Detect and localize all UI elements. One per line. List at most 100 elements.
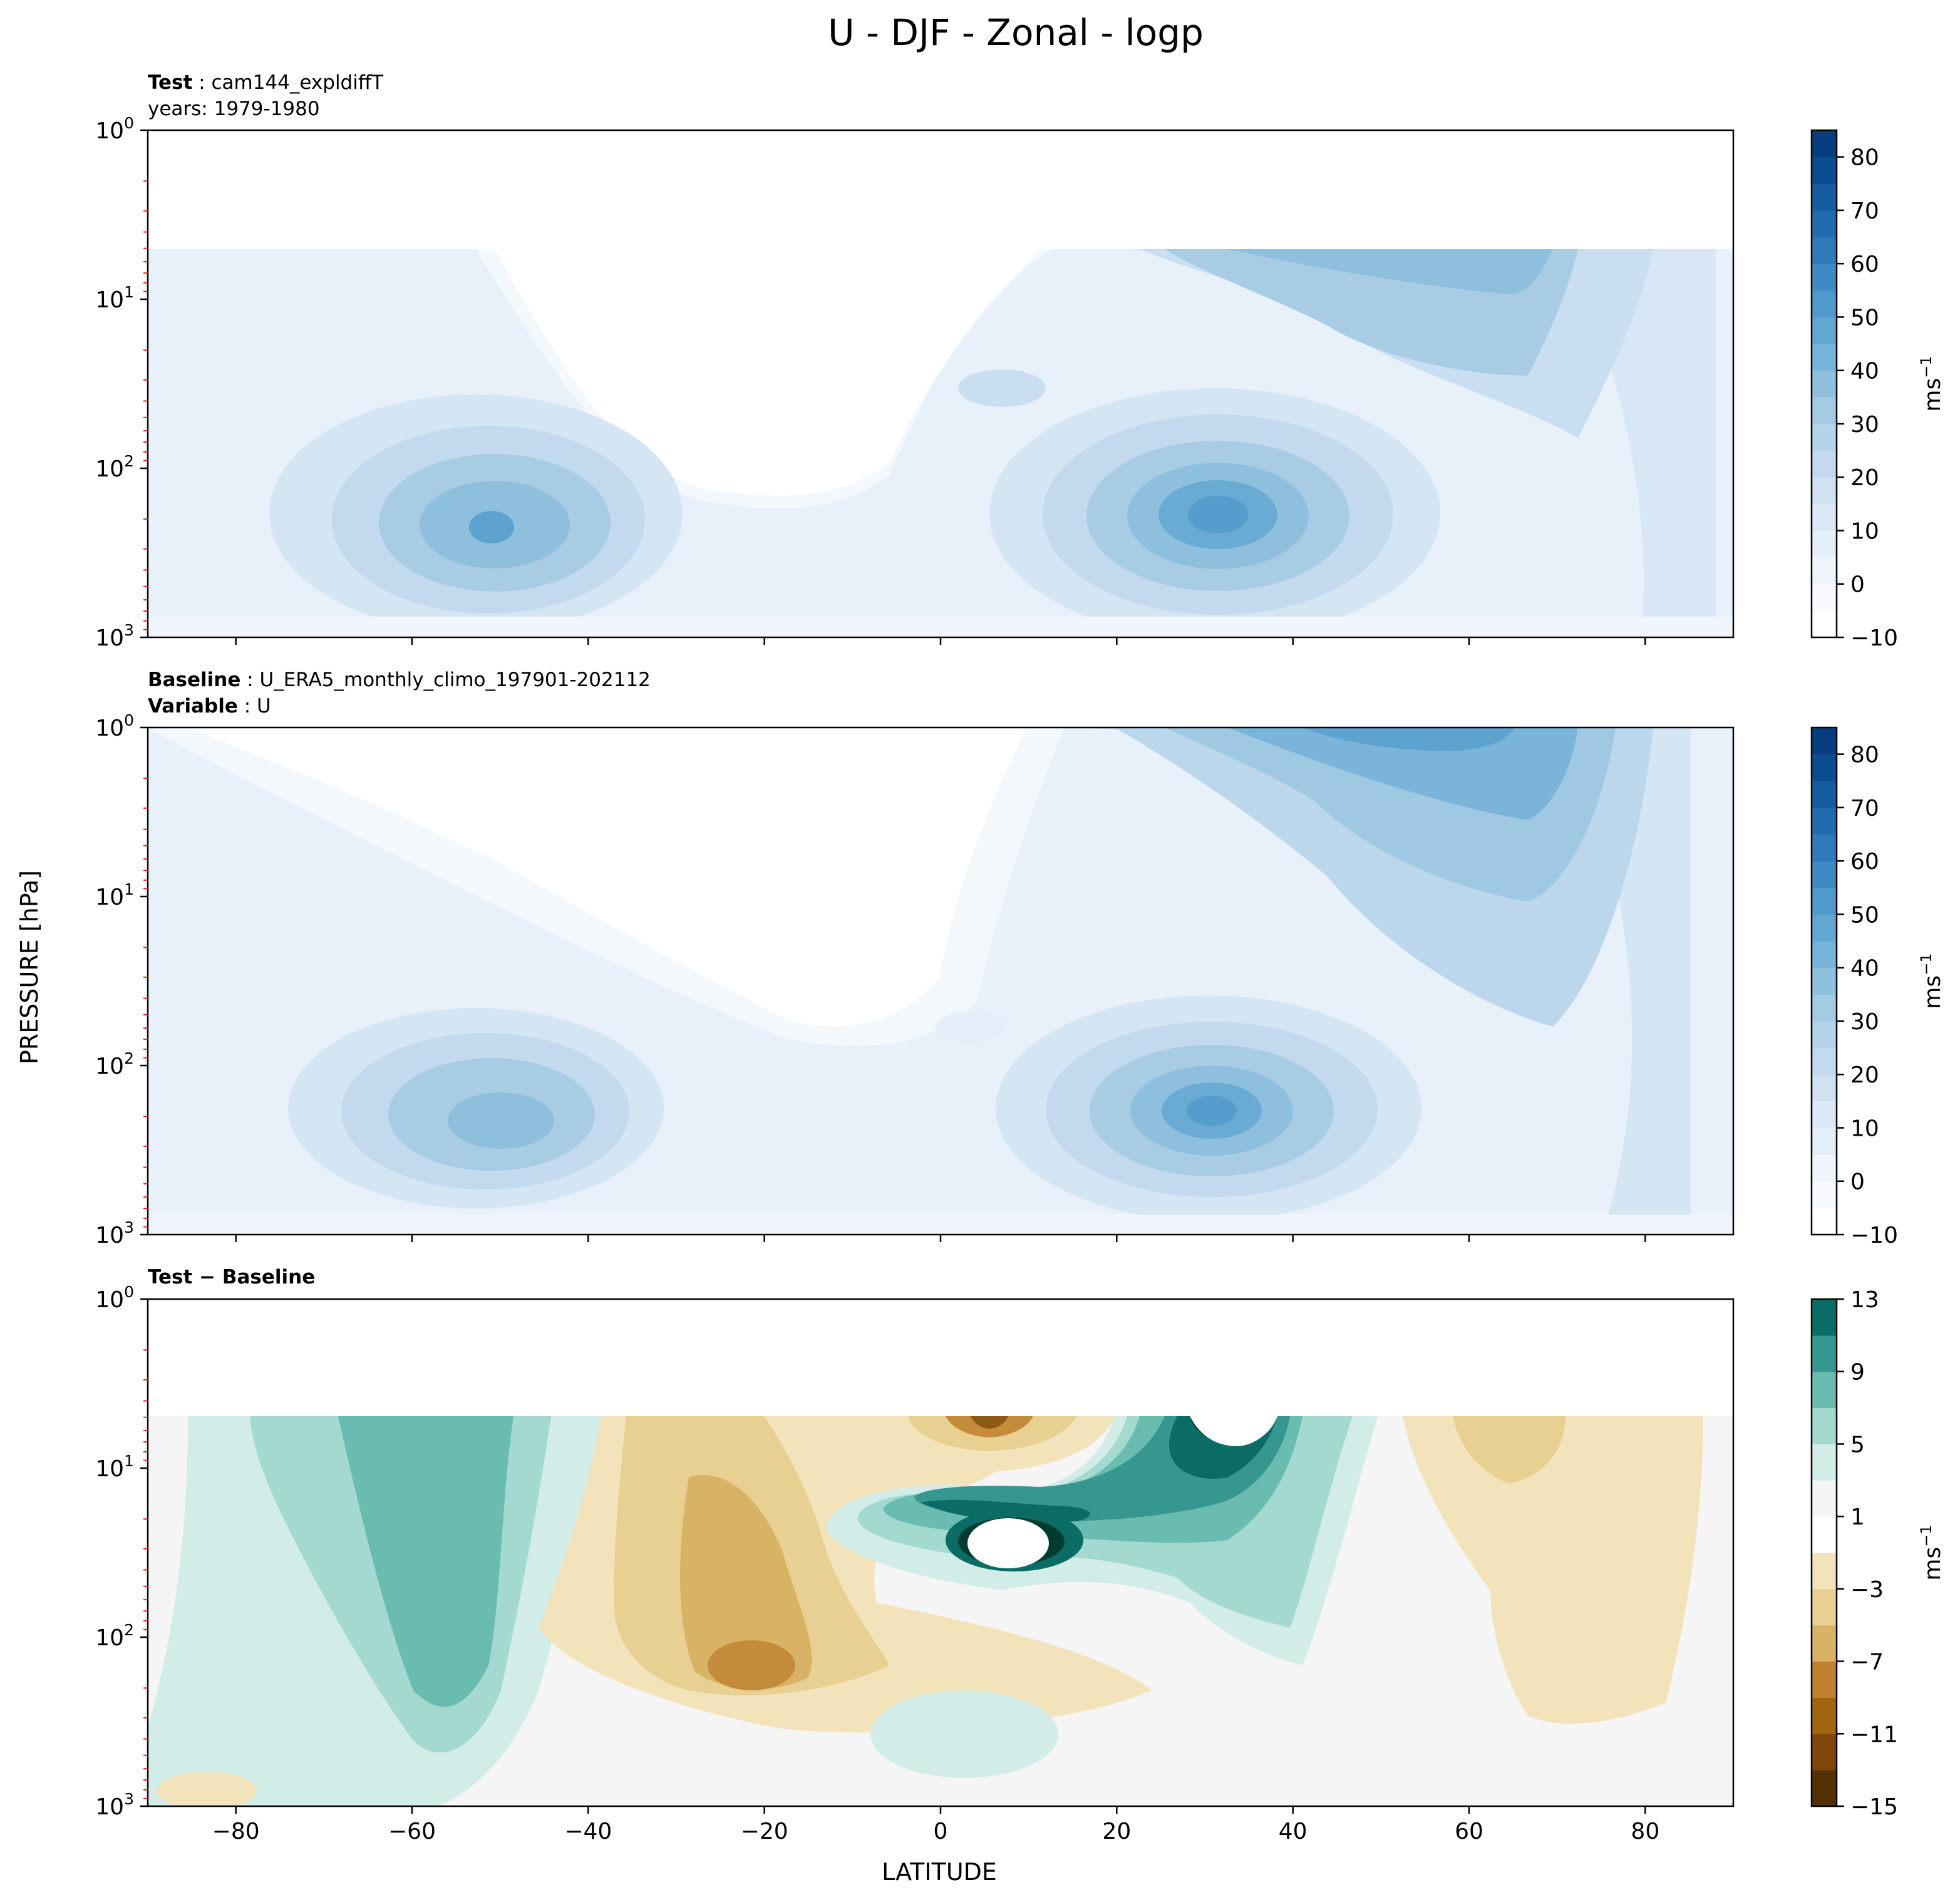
contour-band [936,1011,1005,1042]
colorbar-segment [1812,781,1837,808]
contour-band [157,1772,257,1806]
colorbar-tick-label: −10 [1850,1223,1898,1248]
contour-band [338,1416,513,1707]
colorbar-frame [1810,129,1838,639]
contour-band [1188,496,1248,533]
colorbar-tick-label: 60 [1850,252,1879,277]
y-tick-label: 102 [95,1621,134,1651]
y-tick-label: 100 [95,114,134,144]
colorbar-segment [1812,1480,1837,1517]
panel-baseline-variable-bold: Variable [148,695,238,717]
colorbar-segment [1812,317,1837,344]
colorbar-tick-label: −3 [1850,1577,1884,1603]
colorbar-label: ms−1 [1917,1524,1946,1580]
x-tick-label: 40 [1279,1819,1308,1844]
colorbar-tick-label: 40 [1850,956,1879,982]
contour-band [148,1215,1733,1235]
contour-field-baseline [148,727,1733,1235]
colorbar-tick-label: 1 [1850,1504,1865,1530]
colorbar-segment [1812,1770,1837,1807]
x-tick-label: 80 [1631,1819,1659,1844]
contour-band [1227,727,1578,820]
colorbar-segment [1812,157,1837,184]
contour-band [967,1518,1049,1568]
colorbar-segment [1812,1074,1837,1102]
x-axis-label: LATITUDE [882,1858,997,1886]
contour-band [1227,249,1553,294]
colorbar-segment [1812,941,1837,969]
panel-baseline-variable-sep: : [238,695,257,717]
colorbar-tick-label: 30 [1850,412,1879,438]
colorbar-tick-label: 20 [1850,1062,1879,1088]
colorbar-tick-label: 40 [1850,359,1879,384]
colorbar-segment [1812,727,1837,755]
colorbar-segment [1812,1553,1837,1590]
colorbar-tick-label: −7 [1850,1650,1884,1675]
panel-baseline-header: Baseline : U_ERA5_monthly_climo_197901-2… [148,669,651,691]
colorbar-segment [1812,1020,1837,1049]
contour-band [708,1640,795,1690]
colorbar-segment [1812,1371,1837,1409]
contour-band [148,617,1733,637]
colorbar-tick-label: 0 [1850,1169,1865,1195]
colorbar-segment [1812,1697,1837,1734]
colorbar-segment [1812,994,1837,1022]
y-axis-baseline: 100 101 102 103 [95,711,148,1248]
colorbar-segment [1812,807,1837,835]
x-tick-label: −40 [564,1819,612,1844]
colorbar-segment [1812,290,1837,318]
panel-baseline-header-sep: : [240,669,259,691]
x-tick-label: −60 [388,1819,436,1844]
colorbar-segment [1812,130,1837,158]
x-tick-label: −80 [212,1819,260,1844]
colorbar-tick-label: 80 [1850,145,1879,171]
contour-band [870,1690,1058,1778]
y-axis-diff: 100 101 102 103 [95,1283,148,1820]
colorbar-tick-label: 50 [1850,305,1879,331]
colorbar-segment [1812,264,1837,291]
x-tick-label: 60 [1455,1819,1483,1844]
colorbar-segment [1812,1335,1837,1372]
x-tick-label: −20 [741,1819,788,1844]
colorbar-segment [1812,477,1837,505]
colorbar-segment [1812,610,1837,638]
y-axis-label: PRESSURE [hPa] [16,870,43,1064]
colorbar-segment [1812,1299,1837,1336]
colorbar-segment [1812,1154,1837,1182]
colorbar-tick-label: 50 [1850,902,1879,928]
y-tick-label: 103 [95,1218,134,1248]
colorbar-segment [1812,450,1837,478]
panel-diff: Test − Baseline [95,1266,1946,1844]
contour-field-diff [148,1299,1733,1806]
figure-title: U - DJF - Zonal - logp [828,11,1204,54]
contour-band [1302,727,1515,751]
contour-band [1127,249,1716,637]
colorbar-segment [1812,861,1837,888]
x-axis-baseline [235,1235,1646,1242]
colorbar-tick-label: −10 [1850,625,1898,651]
colorbar-segment [1812,914,1837,942]
colorbar-segment [1812,183,1837,211]
colorbar-segment [1812,887,1837,915]
contour-band [1403,1416,1703,1724]
colorbar-segment [1812,967,1837,995]
y-tick-label: 101 [95,880,134,910]
x-axis-diff: −80 −60 −40 −20 0 20 40 60 80 [212,1806,1659,1844]
x-tick-label: 0 [934,1819,948,1844]
colorbar-segment [1812,1516,1837,1553]
contour-band [1190,1416,1277,1446]
panel-baseline-subheader: Variable : U [148,695,271,717]
contour-band [958,369,1046,407]
contour-field-test [148,130,1733,637]
contour-band [495,249,1039,496]
colorbar-test: −10 0 10 20 30 40 50 60 70 80 ms−1 [1810,129,1946,651]
y-tick-label: 100 [95,1283,134,1313]
colorbar-segment [1812,237,1837,264]
colorbar-segment [1812,1625,1837,1662]
colorbar-label: ms−1 [1917,953,1946,1009]
x-axis-test [235,637,1646,645]
colorbar-baseline: −10 0 10 20 30 40 50 60 70 80 ms−1 [1810,726,1946,1248]
contour-band [1187,1096,1237,1126]
panel-diff-header: Test − Baseline [148,1266,315,1288]
